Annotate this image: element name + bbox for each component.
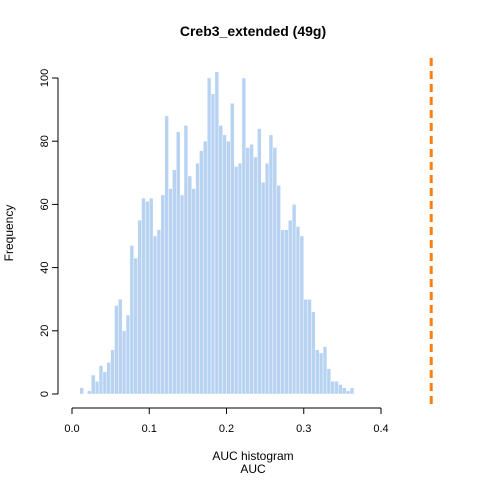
histogram-bar (179, 194, 185, 395)
histogram-bar (137, 219, 142, 395)
histogram-bars (79, 71, 355, 395)
histogram-bar (330, 381, 335, 395)
y-tick-label: 100 (39, 69, 51, 87)
histogram-bar (241, 77, 247, 395)
y-tick-label: 20 (39, 325, 51, 337)
histogram-bar (195, 163, 200, 395)
histogram-bar (110, 349, 115, 395)
histogram-bar (346, 390, 351, 395)
histogram-bar (264, 163, 270, 395)
histogram-bar (87, 390, 92, 395)
y-axis: 0 20 40 60 80 100 (39, 69, 59, 397)
histogram-bar (334, 381, 339, 395)
histogram-bar (149, 197, 154, 395)
x-tick-label: 0.4 (373, 423, 388, 435)
histogram-bar (156, 229, 162, 395)
histogram-bar (122, 330, 127, 395)
histogram-bar (168, 188, 173, 395)
histogram-bar (91, 374, 96, 395)
histogram-bar (249, 144, 254, 395)
histogram-bar (234, 166, 239, 395)
histogram-bar (98, 365, 104, 395)
histogram-bar (303, 299, 308, 395)
histogram-bar (276, 185, 281, 395)
histogram-bar (338, 384, 343, 395)
histogram-bar (164, 115, 169, 395)
histogram-bar (191, 188, 196, 395)
histogram-bar (272, 147, 277, 395)
y-tick-label: 60 (39, 198, 51, 210)
histogram-bar (141, 197, 146, 395)
x-axis: 0.0 0.1 0.2 0.3 0.4 (64, 407, 389, 435)
histogram-bar (145, 201, 150, 395)
histogram-bar (245, 147, 250, 395)
histogram-bar (230, 103, 235, 395)
histogram-bar (133, 257, 138, 395)
x-tick-label: 0.1 (142, 423, 157, 435)
histogram-bar (199, 150, 204, 395)
histogram-bar (106, 362, 111, 395)
y-axis-label: Frequency (2, 205, 16, 262)
x-tick-label: 0.2 (219, 423, 234, 435)
histogram-bar (172, 169, 177, 395)
histogram-bar (114, 305, 119, 395)
histogram-bar (176, 131, 181, 395)
histogram-bar (280, 229, 285, 395)
histogram-bar (226, 140, 231, 395)
histogram-bar (349, 387, 355, 395)
histogram-bar (152, 235, 158, 395)
x-tick-label: 0.3 (296, 423, 311, 435)
histogram-bar (326, 368, 331, 395)
histogram-bar (206, 77, 212, 395)
y-tick-label: 80 (39, 135, 51, 147)
histogram-bar (299, 235, 304, 395)
histogram-bar (222, 134, 227, 395)
histogram-bar (218, 125, 223, 395)
histogram-bar (129, 245, 135, 395)
x-axis-sublabel: AUC (240, 462, 266, 476)
histogram-bar (253, 156, 258, 395)
histogram-bar (315, 349, 320, 395)
histogram-bar (214, 71, 219, 395)
histogram-bar (311, 311, 316, 395)
histogram-bar (102, 371, 107, 395)
histogram-bar (284, 229, 289, 395)
y-tick-label: 40 (39, 261, 51, 273)
histogram-bar (203, 140, 208, 395)
x-tick-label: 0.0 (64, 423, 79, 435)
histogram-bar (187, 175, 192, 395)
x-axis-label: AUC histogram (212, 449, 293, 463)
histogram-bar (118, 299, 123, 395)
histogram-bar (322, 346, 328, 395)
histogram-bar (319, 352, 324, 395)
histogram-bar (291, 204, 297, 395)
histogram-bar (295, 226, 301, 395)
histogram-bar (261, 182, 266, 395)
chart-title: Creb3_extended (49g) (180, 23, 326, 39)
histogram-bar (125, 314, 131, 395)
histogram-bar (160, 194, 165, 395)
histogram-bar (79, 387, 84, 395)
histogram-bar (342, 387, 347, 395)
histogram-bar (307, 299, 312, 395)
histogram-bar (237, 163, 243, 395)
histogram-bar (183, 125, 189, 395)
histogram-bar (94, 381, 100, 395)
histogram-bar (210, 93, 216, 395)
histogram-bar (288, 219, 293, 395)
histogram-bar (268, 134, 274, 395)
y-tick-label: 0 (39, 391, 51, 397)
histogram-bar (257, 128, 262, 395)
